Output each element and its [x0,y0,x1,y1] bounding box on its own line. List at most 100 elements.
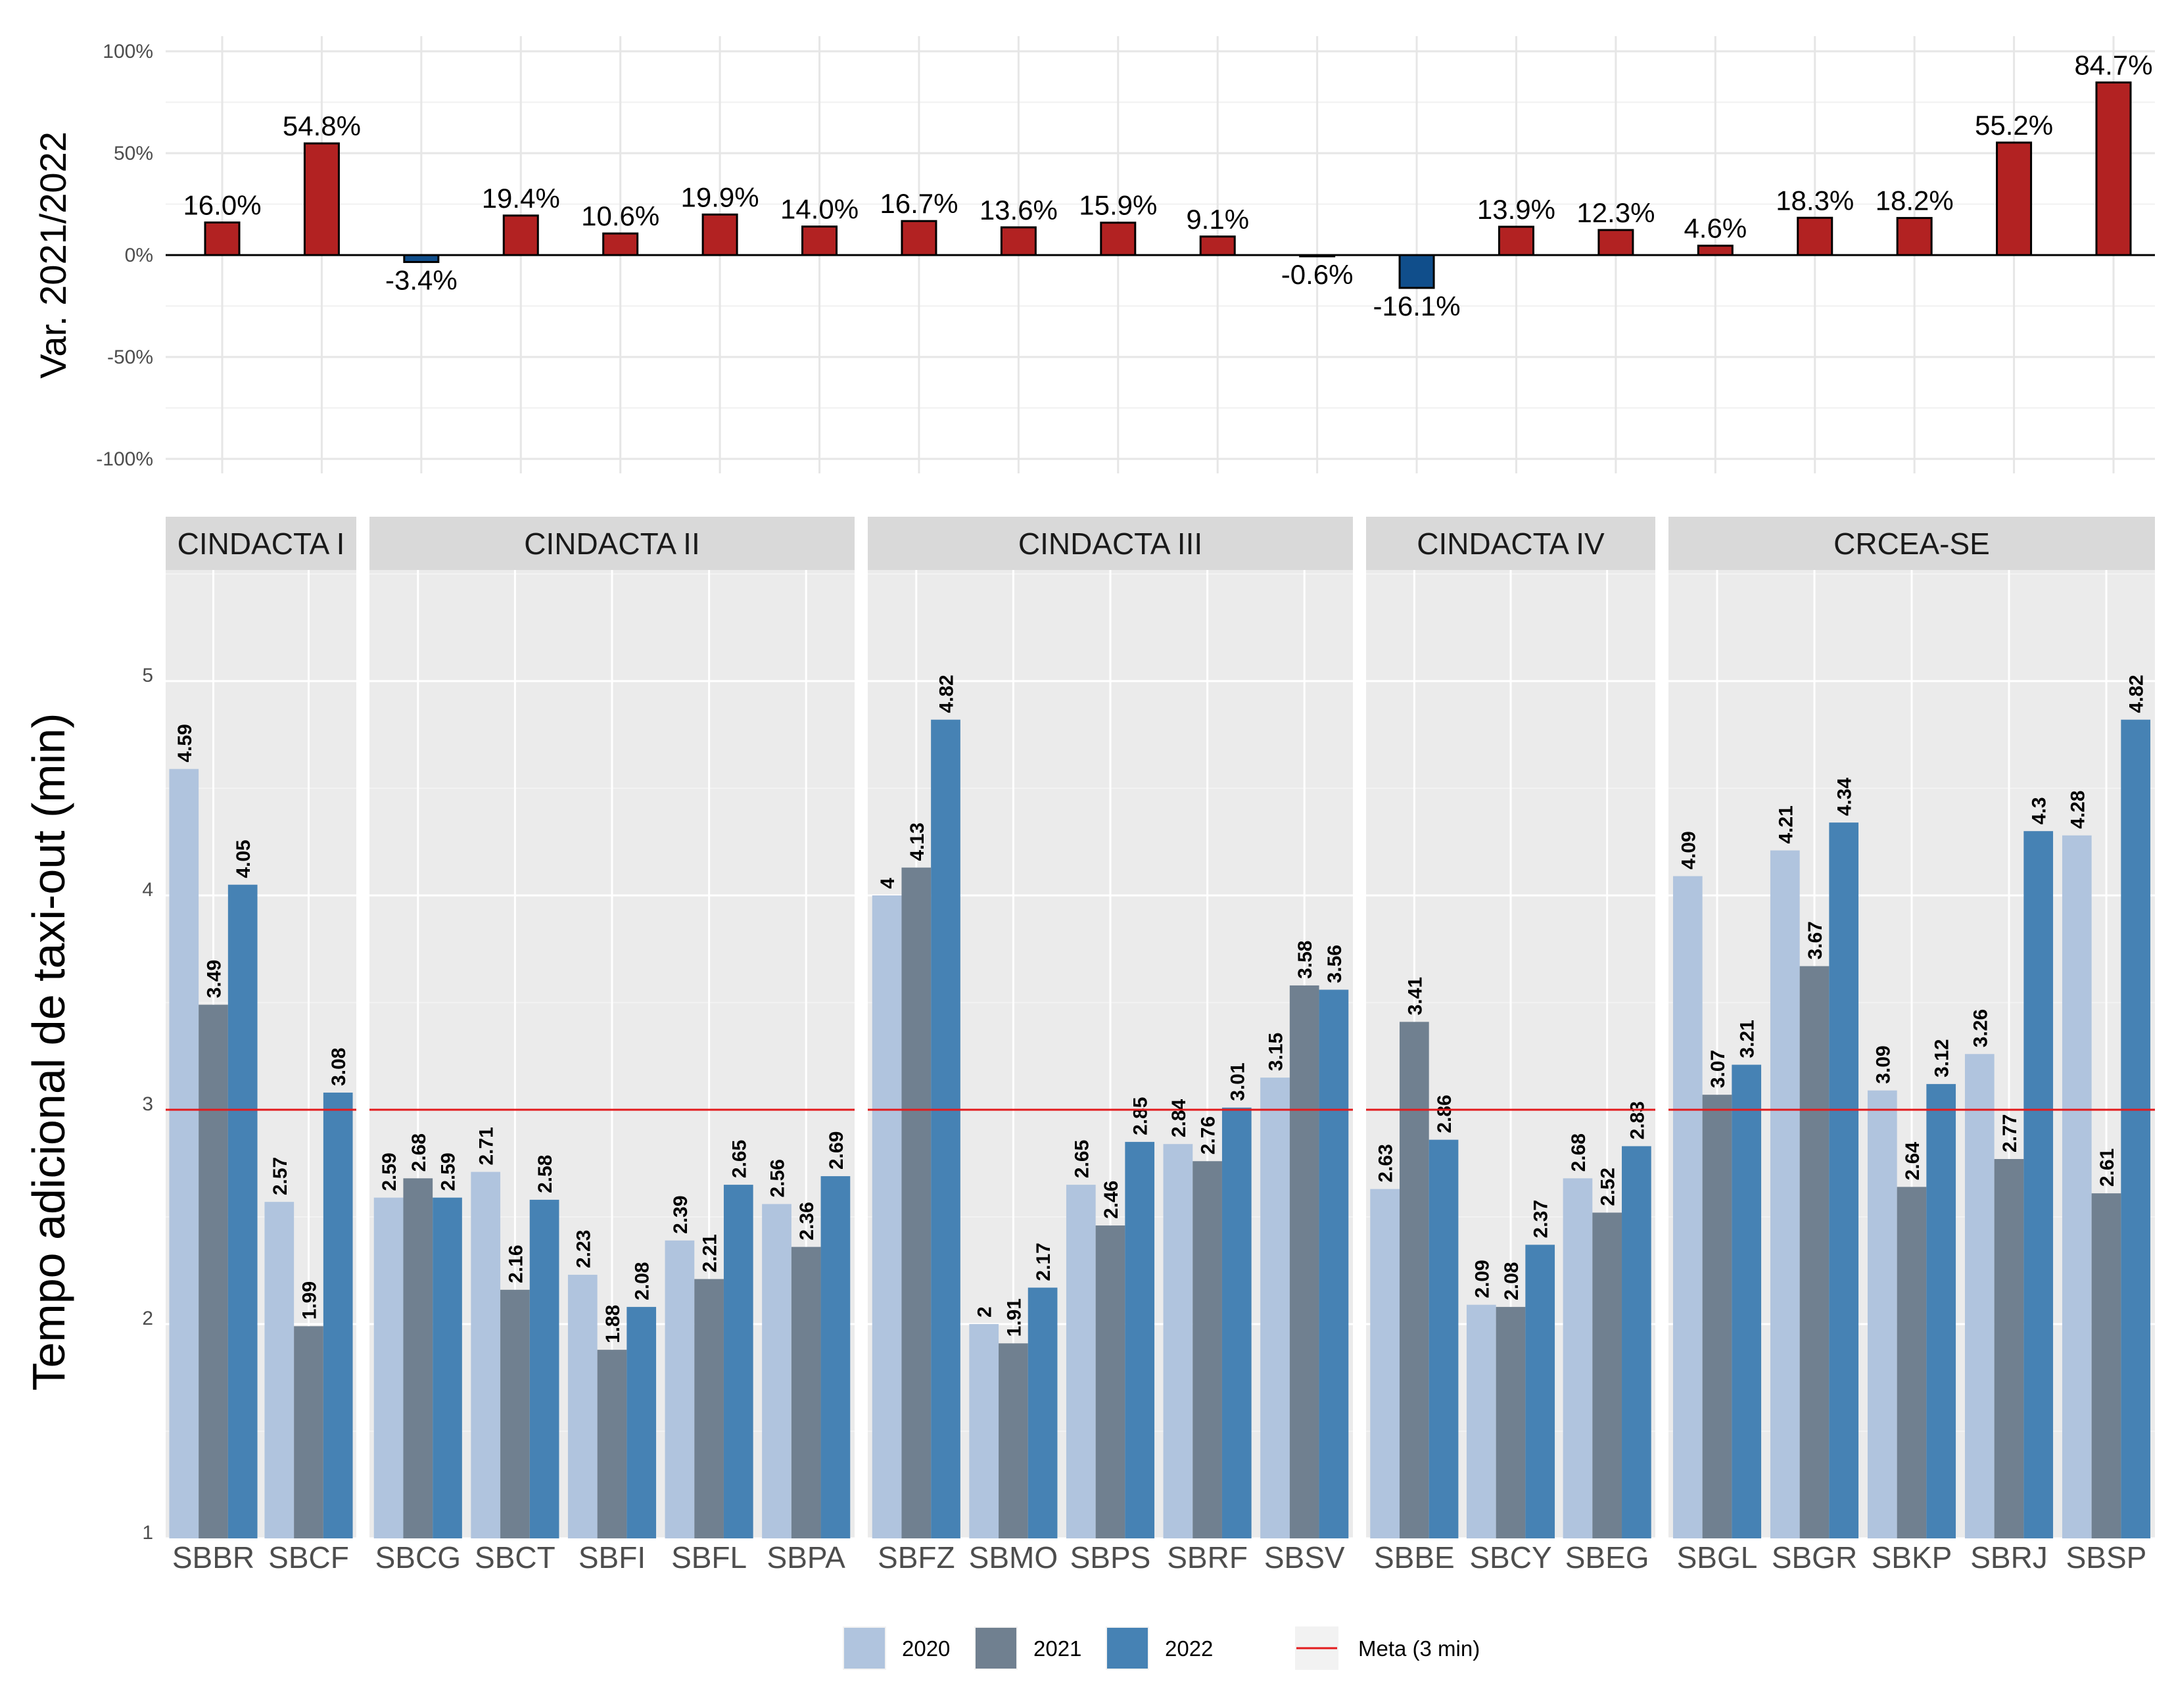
bar-value-label: 2.68 [408,1133,430,1172]
bar-value-label: 2.84 [1168,1099,1190,1137]
bar-SBCT-2021 [500,1289,530,1538]
bar-value-label: 2.61 [2096,1149,2118,1187]
variation-bar-label: 4.6% [1684,213,1747,244]
bar-value-label: 2.65 [728,1140,750,1178]
bar-value-label: 2.59 [438,1152,460,1191]
bar-value-label: 3.01 [1227,1062,1248,1101]
bar-value-label: 2.46 [1100,1181,1122,1219]
bar-value-label: 1.99 [299,1281,321,1319]
bar-SBCT-2022 [529,1199,559,1538]
x-category-label: SBCY [1469,1540,1551,1575]
bar-value-label: 4.34 [1834,777,1856,816]
bar-SBBR-2021 [199,1005,228,1538]
taxi-out-y-tick: 2 [142,1308,153,1329]
bar-SBFL-2021 [694,1279,724,1538]
bar-SBCG-2022 [433,1197,462,1538]
variation-y-tick: -50% [107,346,153,368]
variation-bar-SBFZ [901,220,937,256]
taxi-out-y-tick: 1 [142,1522,153,1544]
x-category-label: SBCT [475,1540,555,1575]
variation-y-tick: 100% [103,41,153,62]
bar-SBFZ-2020 [872,895,902,1538]
variation-bar-SBPA [801,225,838,256]
bar-value-label: 2.68 [1568,1133,1590,1172]
variation-bar-SBMO [1000,226,1037,256]
variation-bar-label: 16.7% [880,188,958,219]
bar-SBBE-2020 [1370,1189,1400,1538]
bar-SBFI-2020 [567,1275,598,1538]
variation-bar-label: 16.0% [183,189,261,220]
bar-SBCY-2021 [1496,1306,1526,1538]
x-category-label: SBCG [375,1540,461,1575]
bar-value-label: 2.09 [1471,1260,1493,1298]
variation-bar-label: -3.4% [385,265,458,296]
variation-bar-SBCG [403,254,440,264]
variation-bar-SBSP [2095,81,2132,256]
bar-SBSP-2020 [2062,835,2092,1538]
bar-value-label: 2.86 [1434,1095,1455,1133]
variation-bar-label: -0.6% [1281,259,1354,290]
bar-SBRJ-2020 [1964,1054,1995,1538]
facet-strip-label: CINDACTA IV [1417,527,1605,561]
facet-strip-label: CRCEA-SE [1833,527,1990,561]
variation-bar-label: 9.1% [1186,204,1249,235]
bar-SBBE-2022 [1429,1139,1459,1538]
variation-y-axis-title: Var. 2021/2022 [32,131,74,379]
bar-SBCY-2020 [1466,1304,1496,1538]
legend-label-2022: 2022 [1165,1636,1213,1661]
bar-value-label: 3.58 [1294,941,1316,979]
bar-SBGL-2022 [1732,1064,1762,1538]
x-category-label: SBFI [579,1540,646,1575]
x-category-label: SBBE [1374,1540,1455,1575]
bar-value-label: 3.67 [1805,921,1826,959]
variation-y-ticks: 100% 50% 0% -50% -100% [96,41,153,470]
variation-bar-label: 15.9% [1079,190,1157,221]
variation-bar-label: 13.6% [980,195,1058,225]
bar-value-label: 3.41 [1404,977,1426,1015]
facet-strip-label: CINDACTA III [1018,527,1202,561]
facet-cindacta-i: CINDACTA I 4.59 3.49 4.05 SBBR 2.57 1.99 3.08 SB… [166,517,356,1575]
facet-strip-label: CINDACTA I [177,527,345,561]
bar-value-label: 3.56 [1324,945,1346,983]
bar-value-label: 2.52 [1597,1168,1619,1206]
bar-SBSV-2022 [1319,989,1349,1538]
variation-bar-label: 18.2% [1876,185,1954,216]
variation-y-tick: -100% [96,448,153,470]
bar-value-label: 4.59 [174,724,196,762]
taxi-out-y-ticks: 1 2 3 4 5 [142,665,153,1544]
x-category-label: SBFL [671,1540,747,1575]
bar-value-label: 2.17 [1033,1243,1054,1281]
variation-y-tick: 0% [125,245,153,266]
bar-SBRJ-2021 [1994,1158,2024,1538]
bar-SBCY-2022 [1525,1245,1555,1538]
legend: 2020 2021 2022 Meta (3 min) [843,1626,1480,1670]
bar-SBFZ-2021 [901,867,932,1538]
facet-strip [1668,517,2155,570]
x-category-label: SBBR [172,1540,254,1575]
bar-value-label: 3.12 [1931,1039,1953,1077]
variation-bar-label: 12.3% [1576,197,1655,228]
bar-SBCF-2020 [264,1202,295,1538]
x-category-label: SBCF [268,1540,349,1575]
bar-SBRF-2022 [1221,1107,1252,1538]
bar-value-label: 2.83 [1626,1101,1648,1139]
bar-SBSP-2021 [2091,1193,2121,1538]
bar-value-label: 2.37 [1530,1200,1552,1238]
bar-SBPA-2022 [820,1176,851,1538]
bar-SBPA-2021 [791,1246,821,1538]
bar-value-label: 4.13 [907,822,928,861]
bar-SBSV-2020 [1260,1078,1290,1538]
variation-bar-label: 19.9% [681,181,759,212]
bar-value-label: 2.23 [573,1230,594,1268]
bar-SBCT-2020 [471,1172,501,1538]
facet-crcea-se: CRCEA-SE 4.09 3.07 3.21 SBGL 4.21 3.67 4.34 SBGR… [1668,517,2155,1575]
bar-value-label: 4.3 [2029,797,2050,824]
bar-SBFL-2020 [665,1240,695,1538]
facet-strip [868,517,1353,570]
x-category-label: SBSP [2066,1540,2147,1575]
bar-SBPS-2021 [1095,1225,1125,1538]
bar-SBRF-2021 [1193,1161,1222,1538]
facet-cindacta-iii: CINDACTA III 4 4.13 4.82 SBFZ 2 1.91 2.17 SBMO 2.… [868,517,1353,1575]
facet-strip-label: CINDACTA II [524,527,700,561]
facet-strip [166,517,356,570]
